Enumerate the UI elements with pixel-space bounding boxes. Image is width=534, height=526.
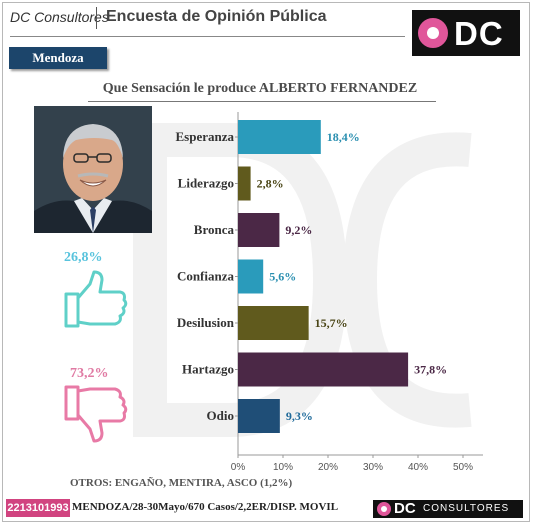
value-label-liderazgo: 2,8% [257, 177, 284, 191]
footer-survey-details: MENDOZA/28-30Mayo/670 Casos/2,2ER/DISP. … [72, 501, 339, 513]
footer-logo-sub: CONSULTORES [423, 503, 510, 514]
category-label-hartazgo: Hartazgo [182, 362, 234, 377]
portrait-photo [34, 106, 152, 233]
negative-percentage: 73,2% [70, 366, 109, 381]
bar-liderazgo [238, 166, 251, 201]
x-tick-label: 30% [363, 462, 383, 473]
x-tick-label: 20% [318, 462, 338, 473]
logo-ring-icon [418, 18, 448, 48]
bar-esperanza [238, 120, 321, 154]
title-underline [88, 101, 436, 102]
footer-phone: 2213101993 [6, 499, 70, 517]
bar-confianza [238, 259, 264, 294]
others-note: OTROS: ENGAÑO, MENTIRA, ASCO (1,2%) [70, 477, 293, 489]
bar-desilusion [238, 306, 309, 340]
footer-logo: DC CONSULTORES [373, 500, 523, 518]
value-label-odio: 9,3% [286, 409, 313, 423]
category-label-desilusion: Desilusion [177, 315, 235, 330]
brand-name: DC Consultores [10, 9, 109, 25]
logo-text: DC [454, 15, 504, 52]
region-badge: Mendoza [9, 47, 107, 69]
bar-bronca [238, 213, 280, 247]
category-label-confianza: Confianza [177, 269, 235, 284]
bar-hartazgo [238, 352, 409, 387]
category-label-esperanza: Esperanza [176, 129, 235, 144]
value-label-hartazgo: 37,8% [414, 363, 447, 377]
page-title: Encuesta de Opinión Pública [106, 8, 327, 25]
x-tick-label: 10% [273, 462, 293, 473]
value-label-confianza: 5,6% [269, 270, 296, 284]
chart-title: Que Sensación le produce ALBERTO FERNAND… [102, 81, 418, 96]
thumbs-down-icon [64, 385, 128, 443]
thumbs-up-icon [64, 270, 128, 328]
footer-logo-ring-icon [377, 502, 391, 516]
bar-odio [238, 399, 280, 433]
portrait-illustration [34, 106, 152, 233]
header-separator [96, 7, 97, 29]
x-tick-label: 40% [408, 462, 428, 473]
value-label-desilusion: 15,7% [315, 316, 348, 330]
dc-logo: DC [412, 10, 520, 56]
positive-percentage: 26,8% [64, 250, 103, 265]
x-tick-label: 0% [231, 462, 246, 473]
header-divider [10, 36, 405, 37]
value-label-esperanza: 18,4% [327, 130, 360, 144]
value-label-bronca: 9,2% [285, 223, 312, 237]
x-tick-label: 50% [453, 462, 473, 473]
category-label-liderazgo: Liderazgo [178, 176, 234, 191]
footer-logo-dc: DC [394, 500, 416, 517]
category-label-odio: Odio [207, 408, 234, 423]
category-label-bronca: Bronca [194, 222, 235, 237]
